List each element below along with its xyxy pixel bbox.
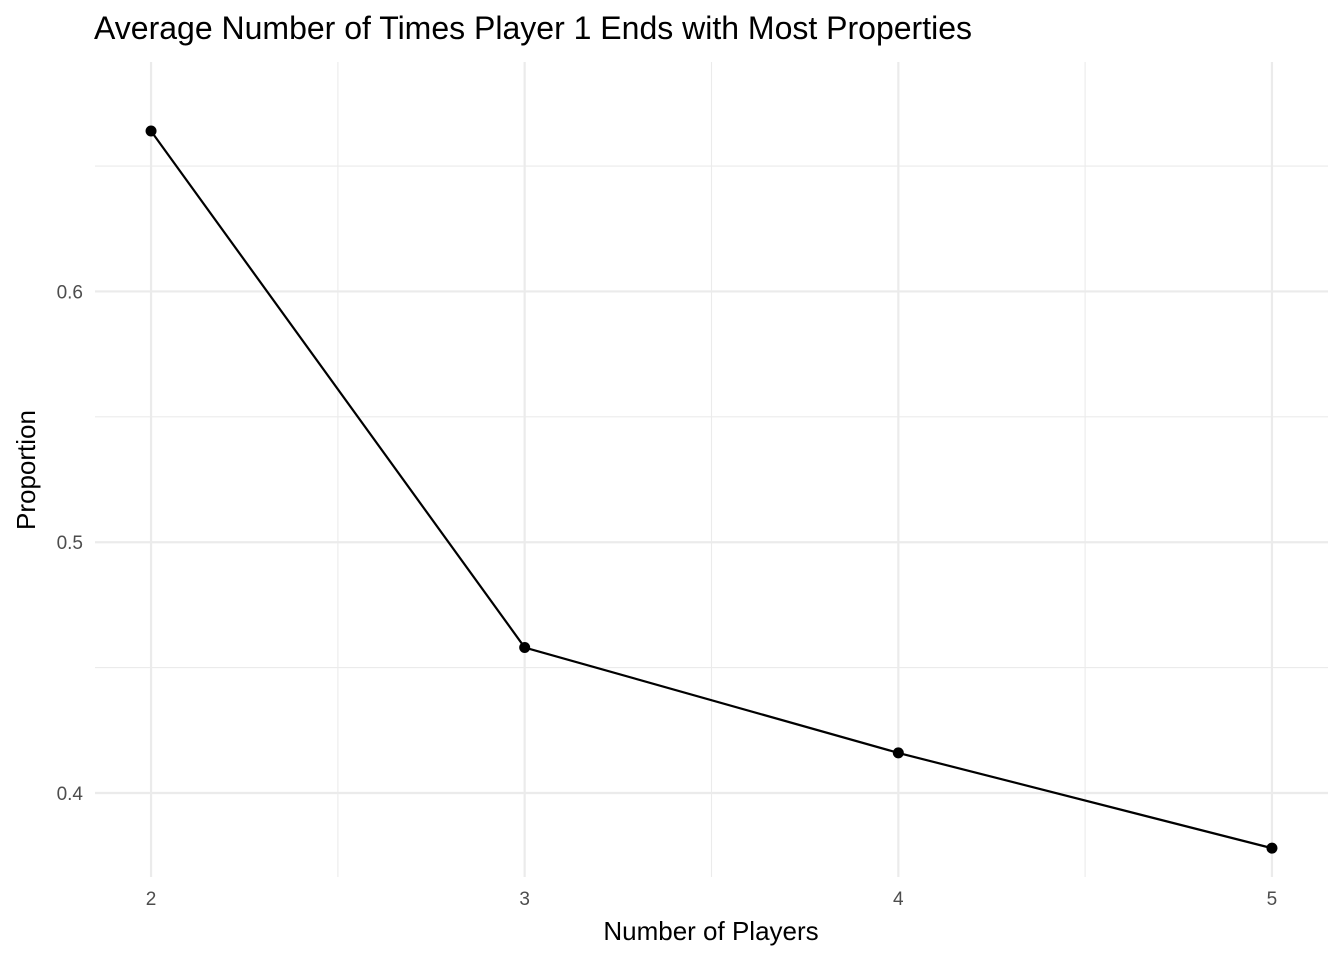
y-tick-label: 0.4 xyxy=(57,784,84,805)
y-tick-labels: 0.4 0.5 0.6 xyxy=(57,282,84,805)
x-tick-label: 5 xyxy=(1267,889,1278,910)
x-tick-label: 3 xyxy=(519,889,530,910)
x-tick-label: 2 xyxy=(146,889,157,910)
data-point xyxy=(892,747,904,759)
y-axis-title: Proportion xyxy=(11,410,41,530)
chart-title: Average Number of Times Player 1 Ends wi… xyxy=(94,10,972,46)
grid-lines xyxy=(95,62,1328,877)
data-point xyxy=(519,642,531,654)
x-tick-labels: 2 3 4 5 xyxy=(146,889,1277,910)
series-layer xyxy=(145,125,1278,854)
data-point xyxy=(145,125,157,137)
x-axis-title: Number of Players xyxy=(603,916,818,946)
series-line xyxy=(150,130,1273,850)
data-point xyxy=(1266,842,1278,854)
x-tick-label: 4 xyxy=(893,889,904,910)
y-tick-label: 0.5 xyxy=(57,533,83,554)
y-tick-label: 0.6 xyxy=(57,282,83,303)
